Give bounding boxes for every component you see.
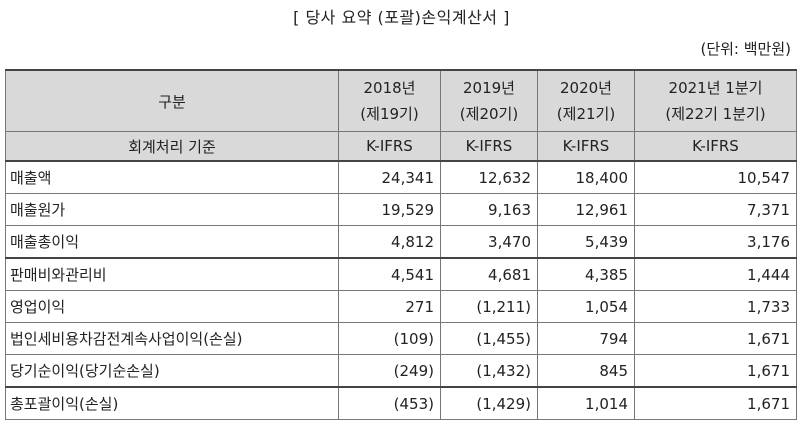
cell-value: 1,733 xyxy=(634,290,797,323)
header-category: 구분 xyxy=(5,69,339,132)
row-label: 매출원가 xyxy=(5,193,339,226)
cell-value: 1,444 xyxy=(634,257,797,291)
cell-value: (1,432) xyxy=(440,354,538,388)
table-row: 매출액 24,341 12,632 18,400 10,547 xyxy=(5,160,797,194)
row-label: 영업이익 xyxy=(5,290,339,323)
cell-value: 1,671 xyxy=(634,386,797,420)
cell-value: 24,341 xyxy=(338,160,441,194)
header-col-2018: 2018년 (제19기) xyxy=(338,69,441,132)
table-row: 법인세비용차감전계속사업이익(손실) (109) (1,455) 794 1,6… xyxy=(5,322,797,355)
header-col-2019: 2019년 (제20기) xyxy=(440,69,538,132)
cell-value: 4,681 xyxy=(440,257,538,291)
unit-label: (단위: 백만원) xyxy=(700,40,791,58)
table-row: 당기순이익(당기순손실) (249) (1,432) 845 1,671 xyxy=(5,354,797,388)
cell-value: 1,671 xyxy=(634,322,797,355)
cell-value: 794 xyxy=(537,322,635,355)
cell-value: 271 xyxy=(338,290,441,323)
cell-value: 845 xyxy=(537,354,635,388)
cell-value: 18,400 xyxy=(537,160,635,194)
header-col-period: (제21기) xyxy=(556,105,616,123)
row-label: 매출액 xyxy=(5,160,339,194)
table-row: 판매비와관리비 4,541 4,681 4,385 1,444 xyxy=(5,257,797,291)
header-col-year: 2021년 1분기 xyxy=(668,79,763,97)
cell-value: (249) xyxy=(338,354,441,388)
cell-value: 12,632 xyxy=(440,160,538,194)
row-label: 당기순이익(당기순손실) xyxy=(5,354,339,388)
row-label: 총포괄이익(손실) xyxy=(5,386,339,420)
header-col-year: 2018년 xyxy=(363,79,416,97)
basis-value: K-IFRS xyxy=(634,131,797,162)
header-col-period: (제19기) xyxy=(360,105,419,123)
header-col-period: (제22기 1분기) xyxy=(665,105,766,123)
basis-value: K-IFRS xyxy=(537,131,635,162)
cell-value: 9,163 xyxy=(440,193,538,226)
table-row: 매출총이익 4,812 3,470 5,439 3,176 xyxy=(5,225,797,259)
cell-value: 1,014 xyxy=(537,386,635,420)
cell-value: 12,961 xyxy=(537,193,635,226)
cell-value: 3,470 xyxy=(440,225,538,259)
cell-value: (109) xyxy=(338,322,441,355)
cell-value: (1,211) xyxy=(440,290,538,323)
row-label: 법인세비용차감전계속사업이익(손실) xyxy=(5,322,339,355)
cell-value: 4,385 xyxy=(537,257,635,291)
cell-value: 7,371 xyxy=(634,193,797,226)
cell-value: 1,054 xyxy=(537,290,635,323)
cell-value: (453) xyxy=(338,386,441,420)
basis-value: K-IFRS xyxy=(338,131,441,162)
cell-value: 4,812 xyxy=(338,225,441,259)
basis-label: 회계처리 기준 xyxy=(5,131,339,162)
header-col-year: 2020년 xyxy=(560,79,612,97)
cell-value: (1,455) xyxy=(440,322,538,355)
basis-value: K-IFRS xyxy=(440,131,538,162)
table-row: 총포괄이익(손실) (453) (1,429) 1,014 1,671 xyxy=(5,386,797,420)
report-title: [ 당사 요약 (포괄)손익계산서 ] xyxy=(293,8,510,27)
cell-value: 3,176 xyxy=(634,225,797,259)
table-row: 영업이익 271 (1,211) 1,054 1,733 xyxy=(5,290,797,323)
cell-value: 10,547 xyxy=(634,160,797,194)
header-col-2020: 2020년 (제21기) xyxy=(537,69,635,132)
cell-value: 5,439 xyxy=(537,225,635,259)
header-col-period: (제20기) xyxy=(459,105,519,123)
table-row: 매출원가 19,529 9,163 12,961 7,371 xyxy=(5,193,797,226)
cell-value: (1,429) xyxy=(440,386,538,420)
cell-value: 4,541 xyxy=(338,257,441,291)
header-col-year: 2019년 xyxy=(463,79,515,97)
row-label: 판매비와관리비 xyxy=(5,257,339,291)
row-label: 매출총이익 xyxy=(5,225,339,259)
header-col-2021q1: 2021년 1분기 (제22기 1분기) xyxy=(634,69,797,132)
income-statement-table: 구분 2018년 (제19기) 2019년 (제20기) 2020년 (제21기… xyxy=(5,69,797,420)
cell-value: 19,529 xyxy=(338,193,441,226)
cell-value: 1,671 xyxy=(634,354,797,388)
